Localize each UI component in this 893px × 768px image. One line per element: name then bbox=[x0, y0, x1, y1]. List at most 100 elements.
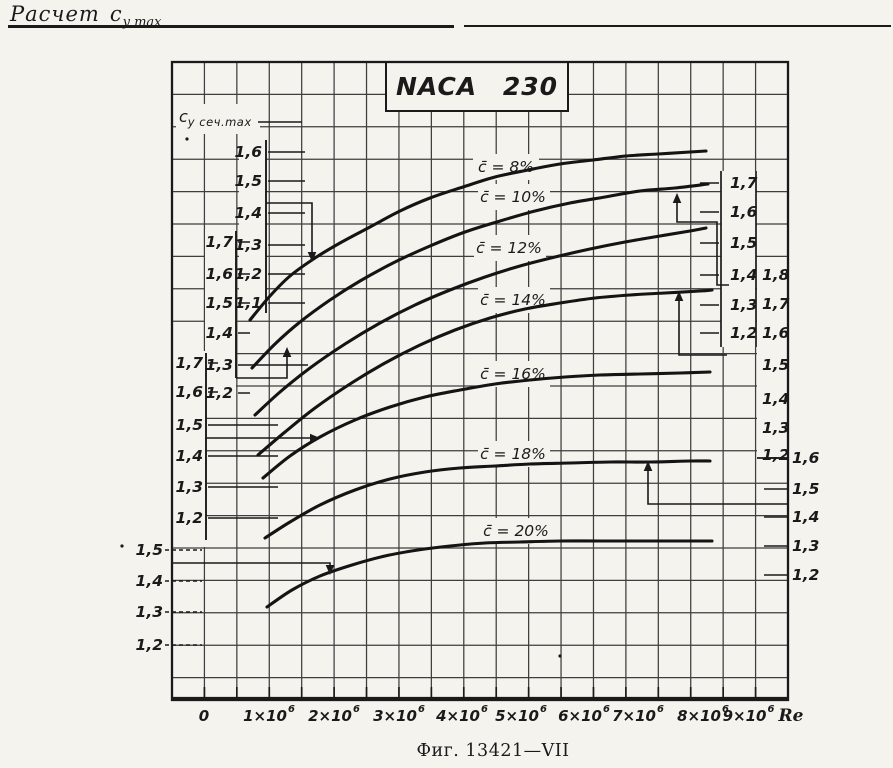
scale-box-R1 bbox=[721, 171, 756, 347]
header-rule-right bbox=[464, 24, 891, 28]
scale-value-R2: 1,5 bbox=[762, 356, 789, 374]
arrowhead-icon bbox=[282, 347, 292, 357]
arrowhead-icon bbox=[325, 565, 335, 575]
arrowhead-icon bbox=[674, 291, 684, 301]
arrowhead-icon bbox=[643, 461, 653, 471]
curve-label-box-10 bbox=[478, 184, 550, 210]
scale-L4 bbox=[165, 549, 202, 646]
scale-value-R1: 1,4 bbox=[730, 266, 757, 284]
scale-box-R2 bbox=[757, 257, 787, 458]
scale-value-R3: 1,2 bbox=[792, 566, 819, 584]
scale-box-L2 bbox=[205, 229, 236, 401]
scale-value-R2: 1,8 bbox=[762, 266, 790, 284]
scale-value-R1: 1,6 bbox=[730, 203, 758, 221]
curves bbox=[248, 149, 714, 609]
scale-value-L4: 1,5 bbox=[136, 541, 163, 559]
curve-c20 bbox=[265, 539, 714, 609]
scale-value-L3: 1,6 bbox=[176, 383, 204, 401]
scale-value-L1: 1,4 bbox=[235, 204, 262, 222]
chart-title: NACA 230 bbox=[395, 71, 559, 101]
leader-line bbox=[171, 562, 331, 565]
scale-value-L2: 1,4 bbox=[206, 324, 233, 342]
curve-label-12pct: c̄ = 12% bbox=[476, 239, 542, 257]
scan-speck bbox=[558, 654, 562, 658]
x-tick-label: 3×106 bbox=[373, 704, 425, 726]
scale-value-R1: 1,7 bbox=[730, 174, 758, 192]
scale-L3 bbox=[205, 353, 278, 540]
scale-value-R3: 1,4 bbox=[792, 508, 819, 526]
curve-label-20pct: c̄ = 20% bbox=[483, 522, 549, 540]
scale-R3 bbox=[764, 457, 788, 576]
y-axis-label: cу сеч.max bbox=[179, 107, 252, 129]
x-tick-label: 2×106 bbox=[308, 704, 360, 726]
arrowhead-icon bbox=[672, 193, 682, 203]
scale-box-L1 bbox=[239, 139, 266, 317]
curve-label-10pct: c̄ = 10% bbox=[480, 188, 546, 206]
scan-speck bbox=[185, 137, 189, 141]
y-axis-symbol: c bbox=[179, 107, 188, 126]
curve-label-16pct: c̄ = 16% bbox=[480, 365, 546, 383]
scale-value-L2: 1,3 bbox=[206, 356, 233, 374]
scale-value-R2: 1,7 bbox=[762, 295, 790, 313]
scale-L2 bbox=[235, 231, 308, 394]
scale-value-L2: 1,7 bbox=[206, 233, 234, 251]
curve-c8 bbox=[248, 149, 708, 322]
scale-value-L4: 1,4 bbox=[136, 572, 163, 590]
curve-labels: c̄ = 8% c̄ = 10% c̄ = 12% c̄ = 14% c̄ = 16% c… bbox=[476, 158, 549, 540]
header-symbol: c bbox=[109, 2, 123, 26]
curve-label-box-12 bbox=[474, 235, 546, 261]
grid-lines bbox=[172, 62, 788, 700]
scale-value-L3: 1,7 bbox=[176, 354, 204, 372]
scale-value-R2: 1,4 bbox=[762, 390, 789, 408]
scale-value-L2: 1,6 bbox=[206, 265, 234, 283]
curve-label-box-14 bbox=[478, 287, 550, 313]
curve-label-box-20 bbox=[479, 518, 553, 544]
curve-label-14pct: c̄ = 14% bbox=[480, 291, 546, 309]
scale-value-R3: 1,3 bbox=[792, 537, 819, 555]
arrowhead-icon bbox=[307, 252, 317, 262]
x-tick-label: 9×106 Re bbox=[723, 704, 804, 727]
leader-line bbox=[676, 203, 729, 286]
scale-value-R3: 1,5 bbox=[792, 480, 819, 498]
header-rule-left bbox=[8, 25, 454, 29]
title-box-border bbox=[385, 61, 569, 112]
figure-caption: Фиг. 13421—VII bbox=[416, 741, 570, 761]
x-tick-label: 0 bbox=[199, 707, 209, 725]
scale-box-L3 bbox=[173, 351, 206, 547]
scale-value-L2: 1,5 bbox=[206, 294, 233, 312]
scale-value-L1: 1,5 bbox=[235, 172, 262, 190]
scale-R1 bbox=[700, 171, 757, 347]
scale-value-L3: 1,2 bbox=[176, 509, 203, 527]
scale-value-R2: 1,6 bbox=[762, 324, 790, 342]
leader-line bbox=[678, 301, 727, 356]
x-tick-label: 8×106 bbox=[677, 704, 729, 726]
scale-value-R1: 1,2 bbox=[730, 324, 757, 342]
arrowhead-icon bbox=[310, 433, 320, 443]
chart-frame bbox=[170, 60, 790, 702]
scale-value-L4: 1,3 bbox=[136, 603, 163, 621]
leader-arrows bbox=[171, 193, 787, 575]
x-tick-label: 5×106 bbox=[495, 704, 547, 726]
scale-value-L1: 1,2 bbox=[235, 265, 262, 283]
scan-speck bbox=[120, 544, 124, 548]
x-axis-unit-label: Re bbox=[777, 706, 803, 726]
curve-c18 bbox=[263, 459, 712, 540]
scale-value-L1: 1,1 bbox=[235, 294, 262, 312]
title-box-mask bbox=[386, 62, 568, 111]
leader-line bbox=[647, 471, 787, 505]
curve-c10 bbox=[250, 182, 710, 370]
scale-value-R2: 1,3 bbox=[762, 419, 789, 437]
x-tick-label: 4×106 bbox=[435, 704, 488, 726]
curve-label-8pct: c̄ = 8% bbox=[478, 158, 534, 176]
x-tick-labels: 0 1×106 2×106 3×106 4×106 5×106 6×106 7×106 8×10… bbox=[199, 704, 804, 727]
header-title: Расчет bbox=[10, 2, 100, 26]
scale-value-R2: 1,2 bbox=[762, 446, 789, 464]
curve-c16 bbox=[261, 370, 712, 480]
scale-value-L1: 1,6 bbox=[235, 143, 263, 161]
x-axis-ticks bbox=[171, 687, 789, 699]
scale-value-L3: 1,4 bbox=[176, 447, 203, 465]
white-masks bbox=[173, 62, 787, 547]
leader-line bbox=[236, 357, 288, 379]
